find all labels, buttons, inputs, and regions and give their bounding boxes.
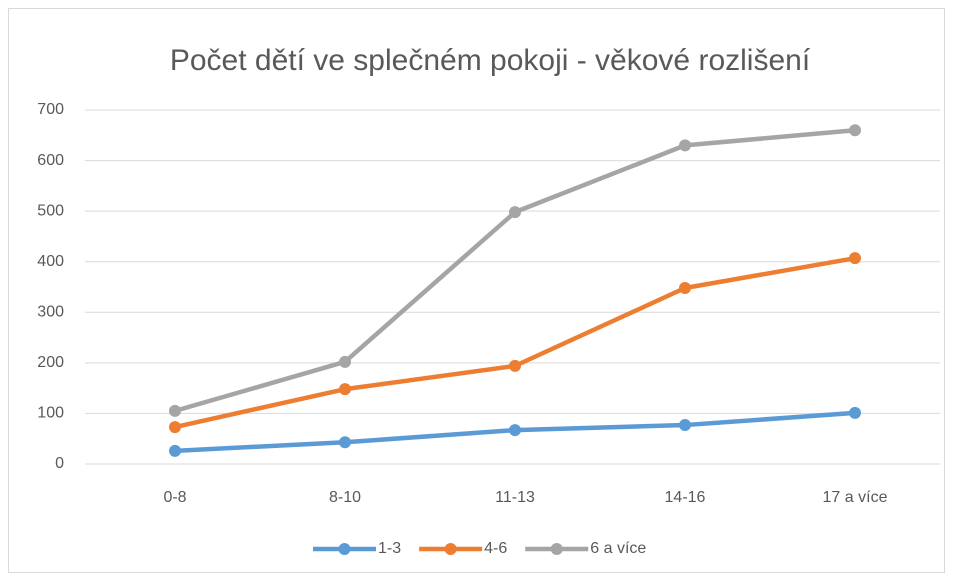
data-point xyxy=(339,383,351,396)
data-point xyxy=(679,139,691,152)
legend-marker xyxy=(444,543,457,555)
y-tick-label: 200 xyxy=(37,354,64,371)
data-point xyxy=(679,419,691,432)
y-tick-label: 700 xyxy=(37,101,64,118)
data-point xyxy=(679,282,691,295)
y-tick-label: 300 xyxy=(37,304,64,321)
data-point xyxy=(339,436,351,449)
data-point xyxy=(509,424,521,437)
y-tick-label: 0 xyxy=(55,455,64,472)
data-point xyxy=(849,124,861,137)
x-tick-label: 0-8 xyxy=(163,489,186,506)
y-tick-label: 400 xyxy=(37,253,64,270)
data-point xyxy=(169,421,181,434)
data-point xyxy=(509,206,521,219)
data-point xyxy=(849,406,861,419)
legend-marker xyxy=(550,543,563,555)
y-tick-label: 500 xyxy=(37,202,64,219)
data-point xyxy=(169,404,181,417)
data-point xyxy=(169,444,181,457)
x-tick-label: 8-10 xyxy=(329,489,361,506)
x-tick-label: 17 a více xyxy=(823,489,888,506)
data-point xyxy=(339,355,351,368)
legend-label: 4-6 xyxy=(484,540,507,557)
x-tick-label: 14-16 xyxy=(665,489,706,506)
y-tick-label: 600 xyxy=(37,152,64,169)
chart-frame xyxy=(8,8,945,573)
legend-label: 1-3 xyxy=(378,540,401,557)
legend-label: 6 a více xyxy=(590,540,646,557)
data-point xyxy=(849,252,861,265)
data-point xyxy=(509,359,521,372)
x-tick-label: 11-13 xyxy=(495,489,535,506)
y-tick-label: 100 xyxy=(37,405,64,422)
legend-marker xyxy=(338,543,351,555)
chart-title: Počet dětí ve splečném pokoji - věkové r… xyxy=(170,44,811,77)
